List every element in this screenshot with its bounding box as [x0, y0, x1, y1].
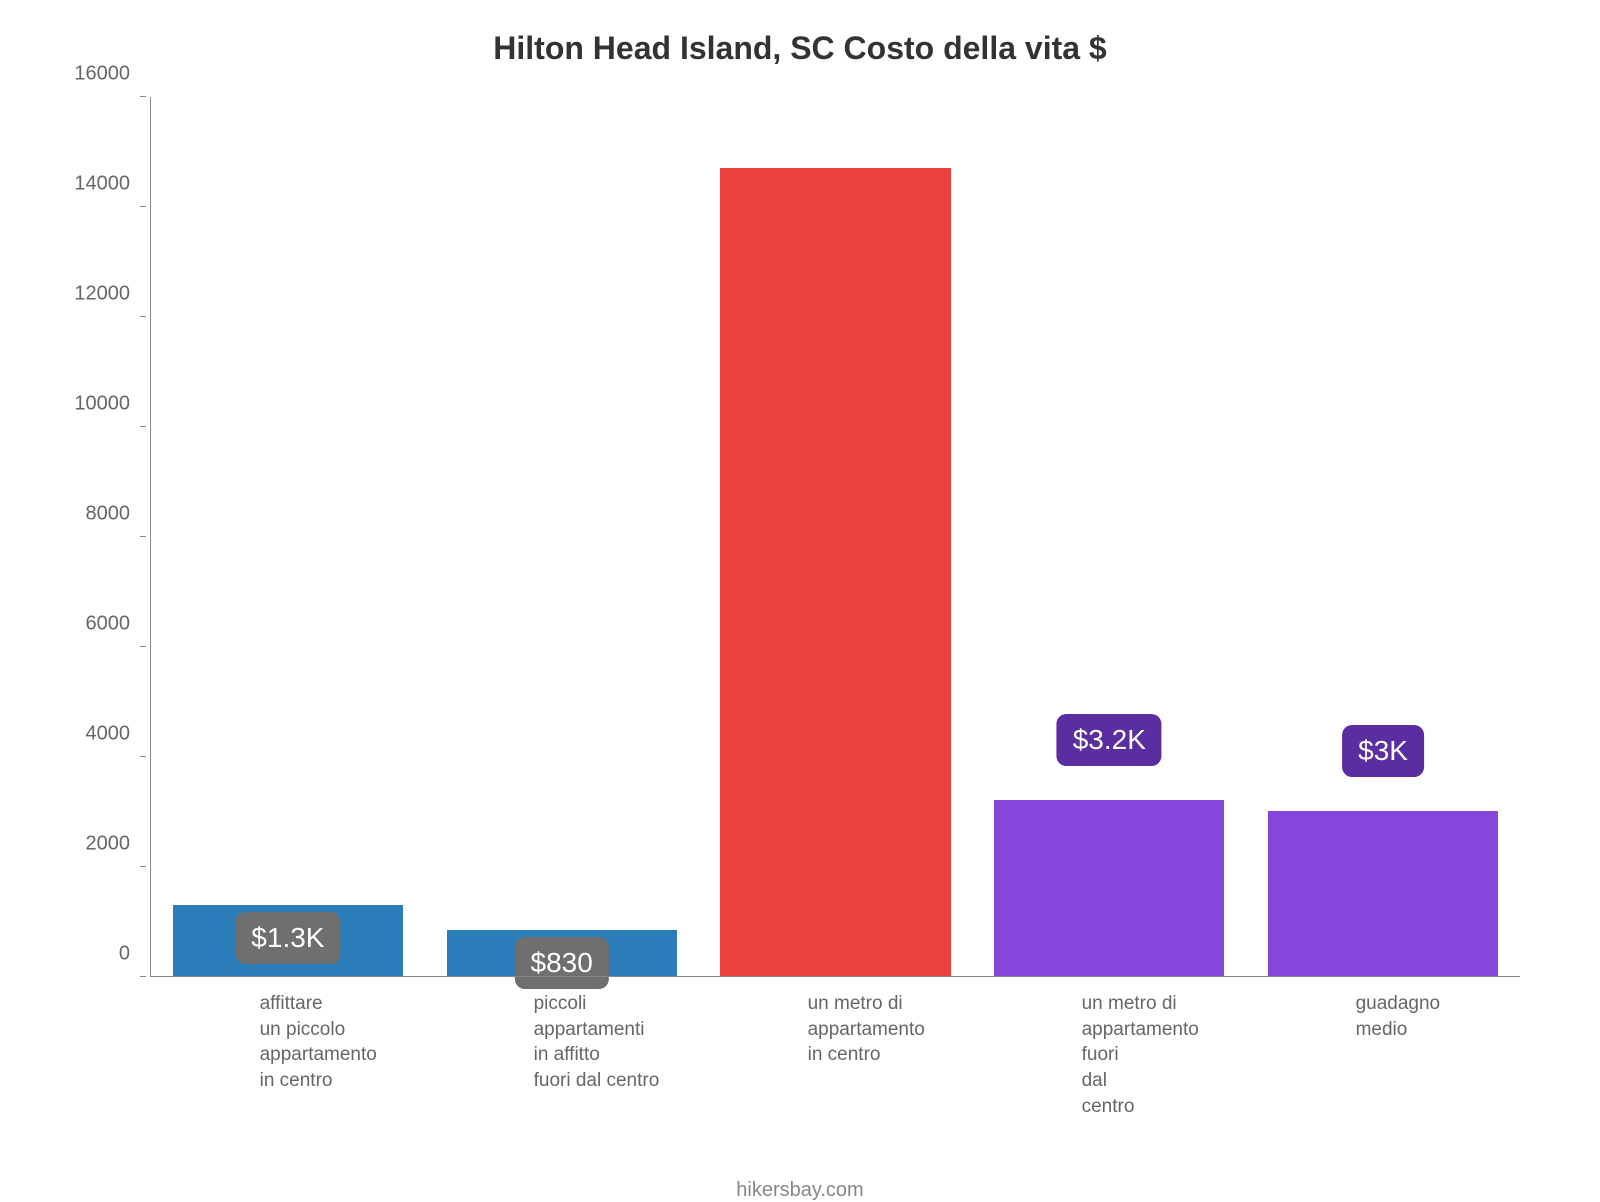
- y-tick-label: 10000: [74, 393, 130, 416]
- y-tick-mark: [140, 426, 146, 427]
- x-label-slot: piccoli appartamenti in affitto fuori da…: [424, 991, 698, 1119]
- x-tick-label: piccoli appartamenti in affitto fuori da…: [534, 991, 694, 1094]
- bar: [1268, 811, 1498, 976]
- y-tick-mark: [140, 96, 146, 97]
- chart-title: Hilton Head Island, SC Costo della vita …: [40, 30, 1560, 67]
- x-label-slot: guadagno medio: [1246, 991, 1520, 1119]
- x-label-slot: un metro di appartamento fuori dal centr…: [972, 991, 1246, 1119]
- bar-slot: $1.3K: [151, 97, 425, 977]
- y-axis: 0200040006000800010000120001400016000: [40, 97, 140, 977]
- bar-slot: $3.2K: [972, 97, 1246, 977]
- bar-value-label: $3K: [1342, 725, 1424, 777]
- x-axis-baseline: [151, 976, 1520, 977]
- plot-region: 0200040006000800010000120001400016000 $1…: [150, 97, 1520, 977]
- bar-value-label: $3.2K: [1057, 714, 1162, 766]
- y-tick-mark: [140, 536, 146, 537]
- y-tick-mark: [140, 976, 146, 977]
- x-tick-label: guadagno medio: [1356, 991, 1516, 1042]
- chart-container: Hilton Head Island, SC Costo della vita …: [0, 0, 1600, 1200]
- y-tick-label: 16000: [74, 63, 130, 86]
- bars-row: $1.3K $830$15K $3.2K $3K: [151, 97, 1520, 977]
- x-tick-label: un metro di appartamento in centro: [808, 991, 968, 1068]
- bar-slot: $3K: [1246, 97, 1520, 977]
- credit-text: hikersbay.com: [40, 1179, 1560, 1202]
- bar: [994, 800, 1224, 976]
- y-tick-mark: [140, 646, 146, 647]
- bar-value-label: $830: [515, 937, 609, 989]
- x-tick-label: un metro di appartamento fuori dal centr…: [1082, 991, 1242, 1119]
- y-tick-mark: [140, 756, 146, 757]
- bar-slot: $15K: [699, 97, 973, 977]
- y-tick-label: 6000: [86, 613, 131, 636]
- y-tick-label: 8000: [86, 503, 131, 526]
- x-label-slot: un metro di appartamento in centro: [698, 991, 972, 1119]
- x-tick-label: affittare un piccolo appartamento in cen…: [260, 991, 420, 1094]
- bar: [720, 168, 950, 977]
- y-tick-label: 4000: [86, 723, 131, 746]
- x-label-slot: affittare un piccolo appartamento in cen…: [150, 991, 424, 1119]
- y-tick-label: 12000: [74, 283, 130, 306]
- y-tick-mark: [140, 206, 146, 207]
- y-tick-label: 2000: [86, 833, 131, 856]
- bar-slot: $830: [425, 97, 699, 977]
- y-tick-mark: [140, 316, 146, 317]
- y-tick-label: 14000: [74, 173, 130, 196]
- x-axis-labels: affittare un piccolo appartamento in cen…: [150, 991, 1520, 1119]
- plot-inner: $1.3K $830$15K $3.2K $3K: [150, 97, 1520, 977]
- y-tick-label: 0: [119, 943, 130, 966]
- bar-value-label: $1.3K: [235, 912, 340, 964]
- y-tick-mark: [140, 866, 146, 867]
